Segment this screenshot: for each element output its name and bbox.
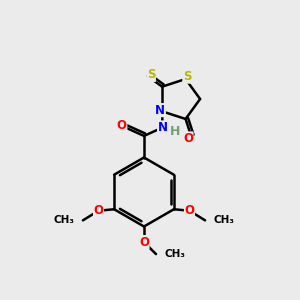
- Text: H: H: [170, 124, 180, 138]
- Text: N: N: [158, 121, 168, 134]
- Text: O: O: [139, 236, 149, 249]
- Text: CH₃: CH₃: [53, 215, 74, 225]
- Text: CH₃: CH₃: [214, 215, 235, 225]
- Text: S: S: [147, 68, 155, 81]
- Text: N: N: [155, 103, 165, 117]
- Text: O: O: [184, 204, 194, 217]
- Text: O: O: [183, 132, 193, 145]
- Text: S: S: [183, 70, 191, 83]
- Text: CH₃: CH₃: [164, 249, 185, 259]
- Text: O: O: [94, 204, 103, 217]
- Text: O: O: [117, 118, 127, 132]
